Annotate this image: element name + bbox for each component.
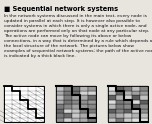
Bar (132, 95, 140, 99)
Bar (132, 118, 140, 122)
Bar (132, 113, 140, 118)
Bar (72, 95, 80, 99)
Bar (140, 91, 148, 95)
Bar (108, 86, 116, 91)
Bar (56, 104, 64, 108)
Bar (56, 95, 64, 99)
Bar (132, 86, 140, 91)
Bar (124, 95, 132, 99)
Bar (140, 118, 148, 122)
Bar (116, 113, 124, 118)
Bar (64, 108, 72, 113)
Bar (140, 104, 148, 108)
Bar (116, 95, 124, 99)
Bar (116, 91, 124, 95)
Bar (56, 118, 64, 122)
Bar (116, 108, 124, 113)
Bar (132, 104, 140, 108)
Bar (80, 99, 88, 104)
Bar (64, 113, 72, 118)
Bar (124, 113, 132, 118)
Bar (108, 99, 116, 104)
Bar (64, 95, 72, 99)
Bar (80, 91, 88, 95)
Bar (80, 108, 88, 113)
Bar (116, 104, 124, 108)
Bar (88, 118, 96, 122)
Bar (72, 118, 80, 122)
Bar (56, 86, 96, 122)
Bar (72, 99, 80, 104)
Bar (56, 108, 64, 113)
Bar (124, 108, 132, 113)
Bar (108, 113, 116, 118)
Bar (116, 118, 124, 122)
Bar (72, 91, 80, 95)
Bar (140, 86, 148, 91)
Bar (56, 86, 64, 91)
Bar (132, 91, 140, 95)
Bar (56, 86, 96, 122)
Bar (132, 99, 140, 104)
Bar (80, 104, 88, 108)
Bar (116, 99, 124, 104)
Bar (64, 118, 72, 122)
Bar (140, 99, 148, 104)
Bar (72, 86, 80, 91)
Bar (80, 95, 88, 99)
Bar (108, 104, 116, 108)
Bar (72, 108, 80, 113)
Text: In the network systems discussed in the main text, every node is
updated in para: In the network systems discussed in the … (4, 14, 152, 58)
Bar (88, 113, 96, 118)
Bar (88, 95, 96, 99)
Bar (88, 108, 96, 113)
Bar (132, 108, 140, 113)
Bar (108, 118, 116, 122)
Bar (72, 113, 80, 118)
Bar (124, 91, 132, 95)
Bar (56, 113, 64, 118)
Bar (88, 86, 96, 91)
Bar (108, 86, 148, 122)
Bar (124, 118, 132, 122)
Bar (80, 118, 88, 122)
Bar (64, 104, 72, 108)
Bar (64, 99, 72, 104)
Bar (4, 86, 44, 122)
Bar (124, 104, 132, 108)
Bar (64, 91, 72, 95)
Bar (140, 108, 148, 113)
Bar (108, 86, 148, 122)
Bar (116, 86, 124, 91)
Bar (108, 91, 116, 95)
Bar (140, 113, 148, 118)
Bar (124, 99, 132, 104)
Bar (80, 86, 88, 91)
Text: ■ Sequential network systems: ■ Sequential network systems (4, 6, 118, 12)
Bar (88, 104, 96, 108)
Bar (88, 99, 96, 104)
Bar (72, 104, 80, 108)
Bar (108, 95, 116, 99)
Bar (56, 91, 64, 95)
Bar (80, 113, 88, 118)
Bar (88, 91, 96, 95)
Bar (4, 86, 44, 122)
Bar (56, 99, 64, 104)
Bar (124, 86, 132, 91)
Bar (140, 95, 148, 99)
Bar (108, 108, 116, 113)
Bar (64, 86, 72, 91)
